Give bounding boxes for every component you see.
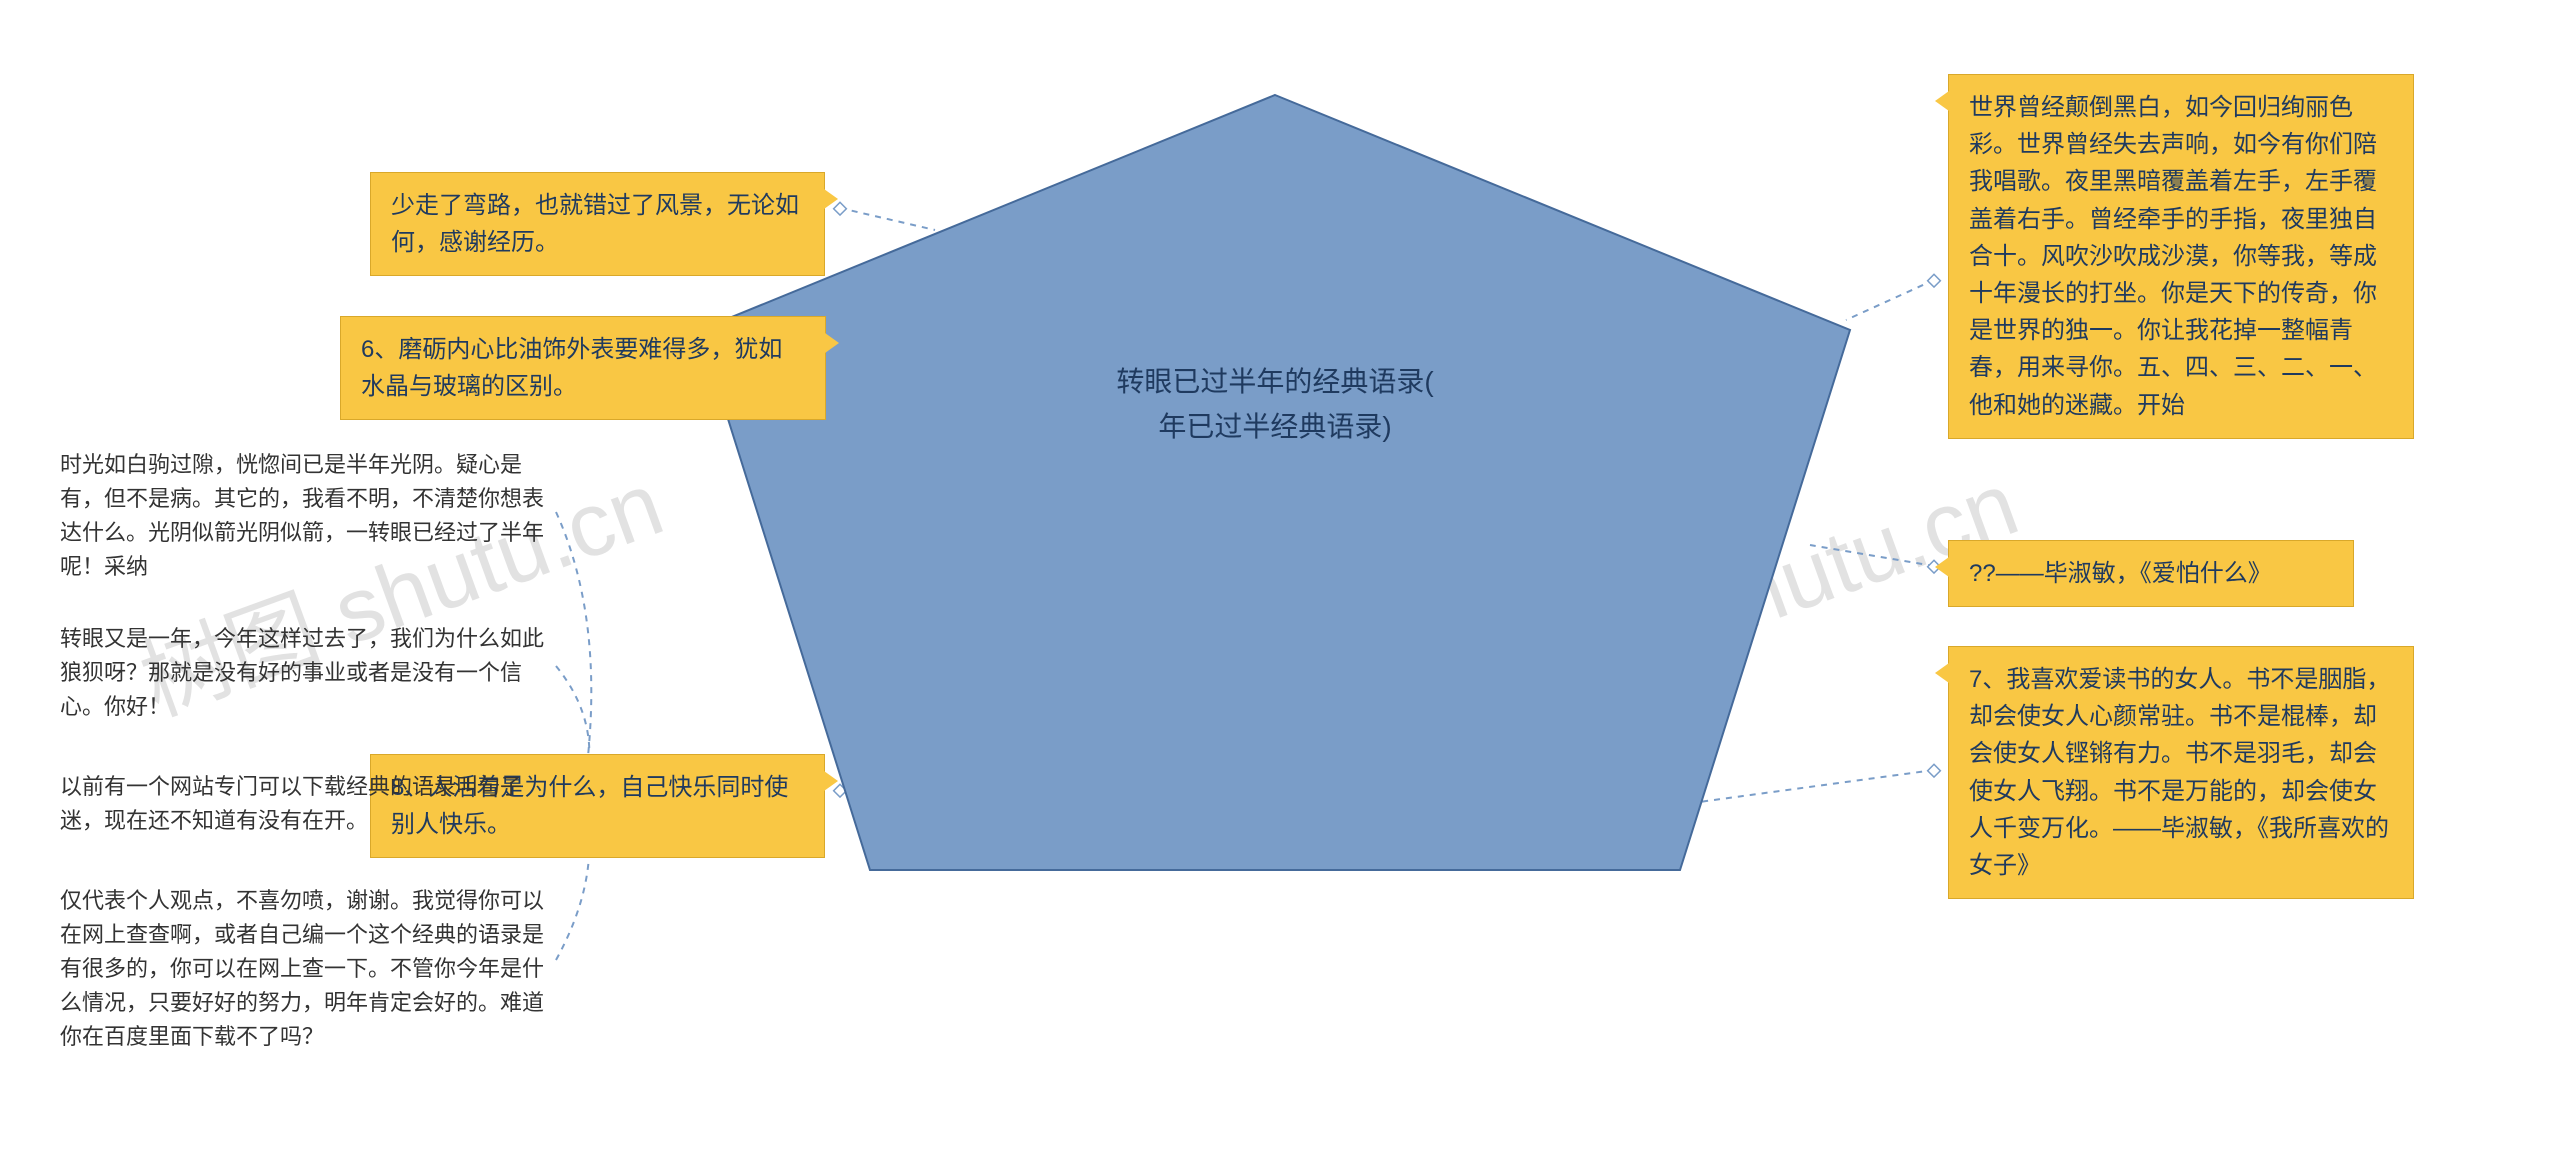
branch-text: 少走了弯路，也就错过了风景，无论如何，感谢经历。: [391, 192, 799, 256]
leaf-node-4[interactable]: 仅代表个人观点，不喜勿喷，谢谢。我觉得你可以在网上查查啊，或者自己编一个这个经典…: [60, 884, 556, 1054]
branch-box-left-1[interactable]: 少走了弯路，也就错过了风景，无论如何，感谢经历。: [370, 172, 825, 276]
diagram-canvas: 树图 shutu.cn 树图 shutu.cn: [0, 0, 2560, 1165]
branch-box-left-2[interactable]: 6、磨砺内心比油饰外表要难得多，犹如水晶与玻璃的区别。: [340, 316, 826, 420]
branch-text: 世界曾经颠倒黑白，如今回归绚丽色彩。世界曾经失去声响，如今有你们陪我唱歌。夜里黑…: [1969, 94, 2377, 419]
leaf-text: 转眼又是一年，今年这样过去了，我们为什么如此狼狈呀？那就是没有好的事业或者是没有…: [60, 626, 544, 719]
branch-box-right-1[interactable]: 世界曾经颠倒黑白，如今回归绚丽色彩。世界曾经失去声响，如今有你们陪我唱歌。夜里黑…: [1948, 74, 2414, 439]
center-node-text: 转眼已过半年的经典语录( 年已过半经典语录): [995, 360, 1555, 450]
leaf-node-3[interactable]: 以前有一个网站专门可以下载经典的语录叫句子迷，现在还不知道有没有在开。: [60, 770, 556, 838]
branch-text: 7、我喜欢爱读书的女人。书不是胭脂，却会使女人心颜常驻。书不是棍棒，却会使女人铿…: [1969, 666, 2390, 879]
branch-box-right-2[interactable]: ??——毕淑敏，《爱怕什么》: [1948, 540, 2354, 607]
leaf-text: 以前有一个网站专门可以下载经典的语录叫句子迷，现在还不知道有没有在开。: [60, 774, 522, 833]
leaf-text: 仅代表个人观点，不喜勿喷，谢谢。我觉得你可以在网上查查啊，或者自己编一个这个经典…: [60, 888, 544, 1049]
branch-box-right-3[interactable]: 7、我喜欢爱读书的女人。书不是胭脂，却会使女人心颜常驻。书不是棍棒，却会使女人铿…: [1948, 646, 2414, 899]
branch-text: 6、磨砺内心比油饰外表要难得多，犹如水晶与玻璃的区别。: [361, 336, 782, 400]
leaf-node-1[interactable]: 时光如白驹过隙，恍惚间已是半年光阴。疑心是有，但不是病。其它的，我看不明，不清楚…: [60, 448, 556, 584]
center-title-line1: 转眼已过半年的经典语录(: [995, 360, 1555, 405]
center-title-line2: 年已过半经典语录): [995, 405, 1555, 450]
leaf-text: 时光如白驹过隙，恍惚间已是半年光阴。疑心是有，但不是病。其它的，我看不明，不清楚…: [60, 452, 544, 579]
branch-text: ??——毕淑敏，《爱怕什么》: [1969, 560, 2272, 587]
leaf-node-2[interactable]: 转眼又是一年，今年这样过去了，我们为什么如此狼狈呀？那就是没有好的事业或者是没有…: [60, 622, 556, 724]
